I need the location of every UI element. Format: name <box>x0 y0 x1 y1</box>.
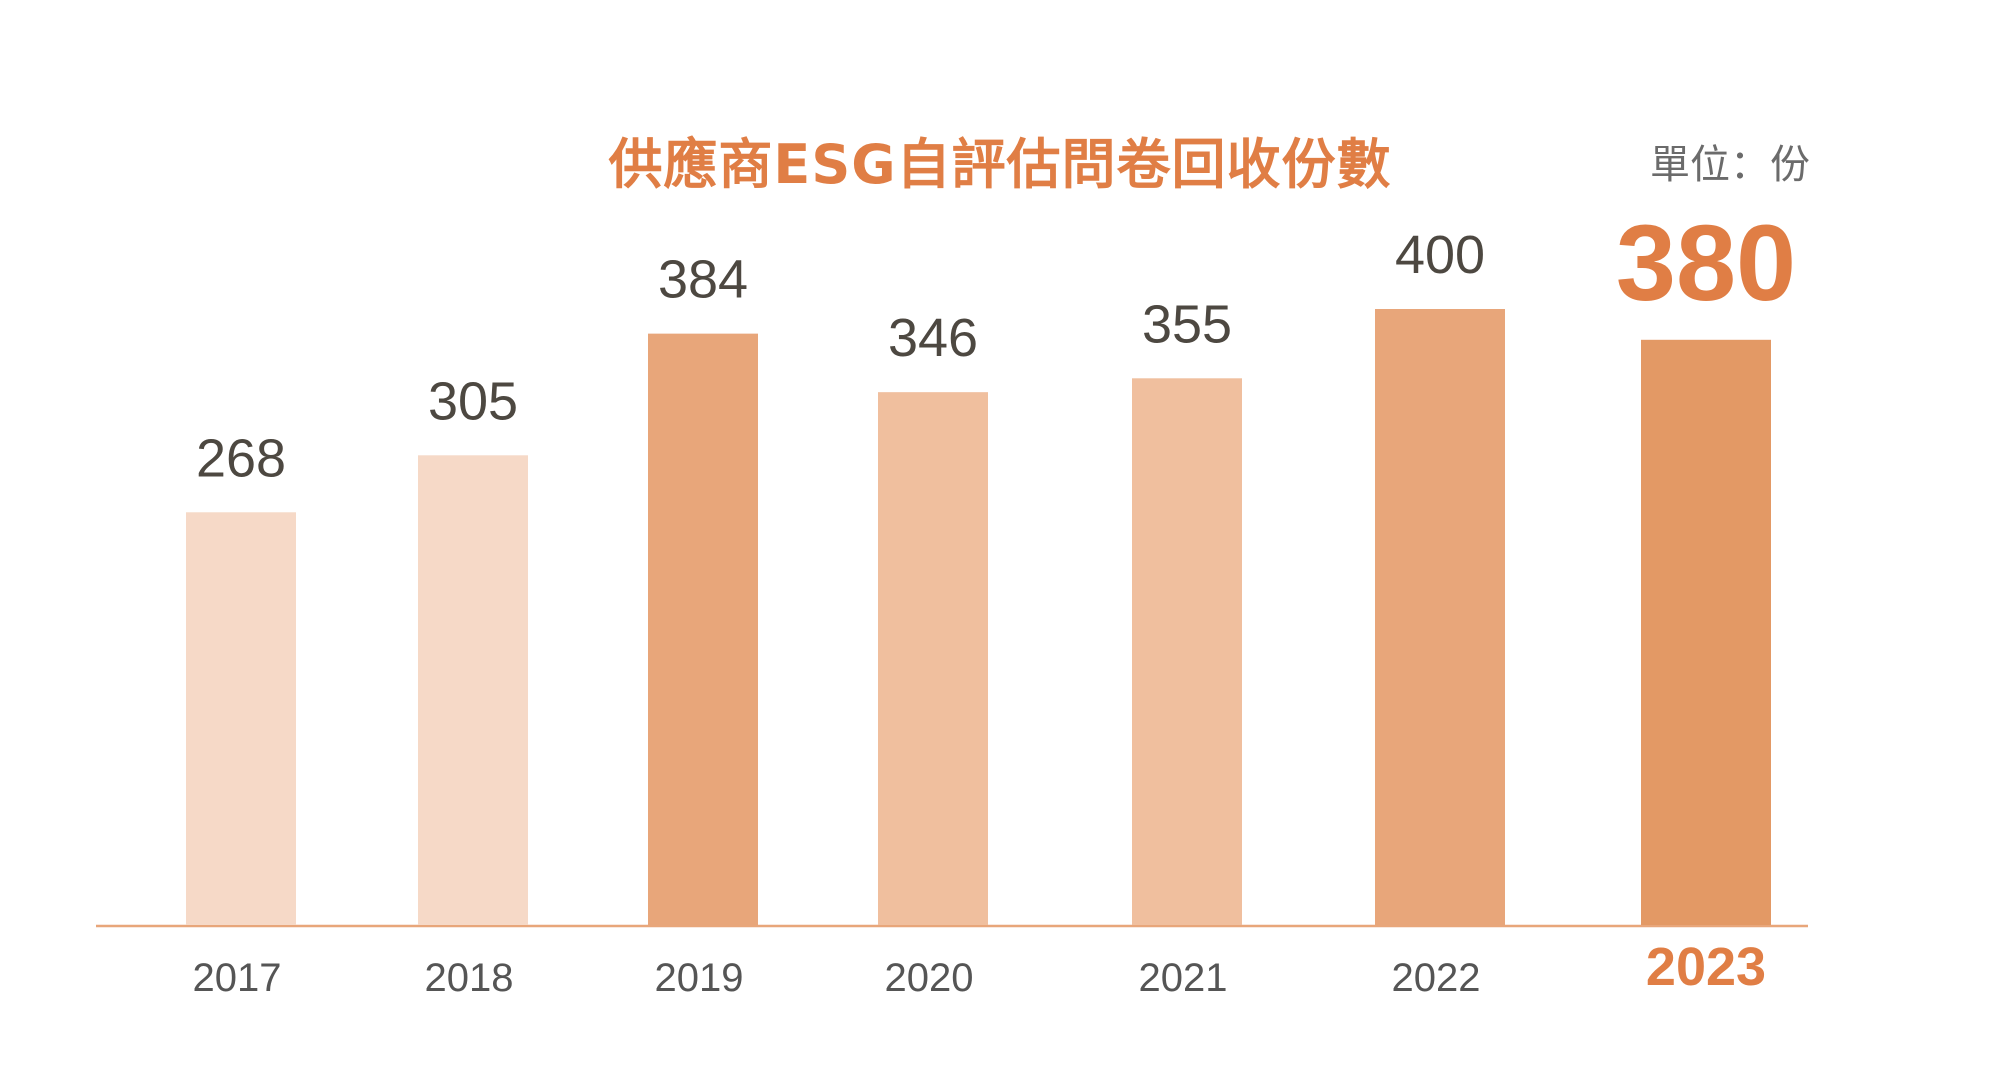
bar-2019 <box>648 333 758 925</box>
unit-label: 單位：份 <box>1650 142 1810 188</box>
value-label-2020: 346 <box>888 308 978 368</box>
bar-2017 <box>186 512 296 925</box>
chart-title: 供應商ESG自評估問卷回收份數 <box>608 133 1392 196</box>
bar-2020 <box>878 392 988 925</box>
x-tick-label-2023: 2023 <box>1646 937 1766 997</box>
value-label-2019: 384 <box>658 250 748 310</box>
bar-2022 <box>1375 309 1505 925</box>
x-tick-label-2017: 2017 <box>193 956 282 1000</box>
x-tick-label-2022: 2022 <box>1392 956 1481 1000</box>
bar-2018 <box>418 455 528 925</box>
value-label-2021: 355 <box>1142 294 1232 354</box>
value-label-2022: 400 <box>1395 225 1485 285</box>
bar-2021 <box>1132 378 1242 925</box>
x-tick-label-2018: 2018 <box>425 956 514 1000</box>
bar-2023 <box>1641 339 1771 925</box>
x-tick-label-2021: 2021 <box>1139 956 1228 1000</box>
value-label-2018: 305 <box>428 371 518 431</box>
value-label-2023: 380 <box>1616 202 1796 323</box>
x-tick-label-2019: 2019 <box>655 956 744 1000</box>
x-tick-label-2020: 2020 <box>885 956 974 1000</box>
value-label-2017: 268 <box>196 428 286 488</box>
